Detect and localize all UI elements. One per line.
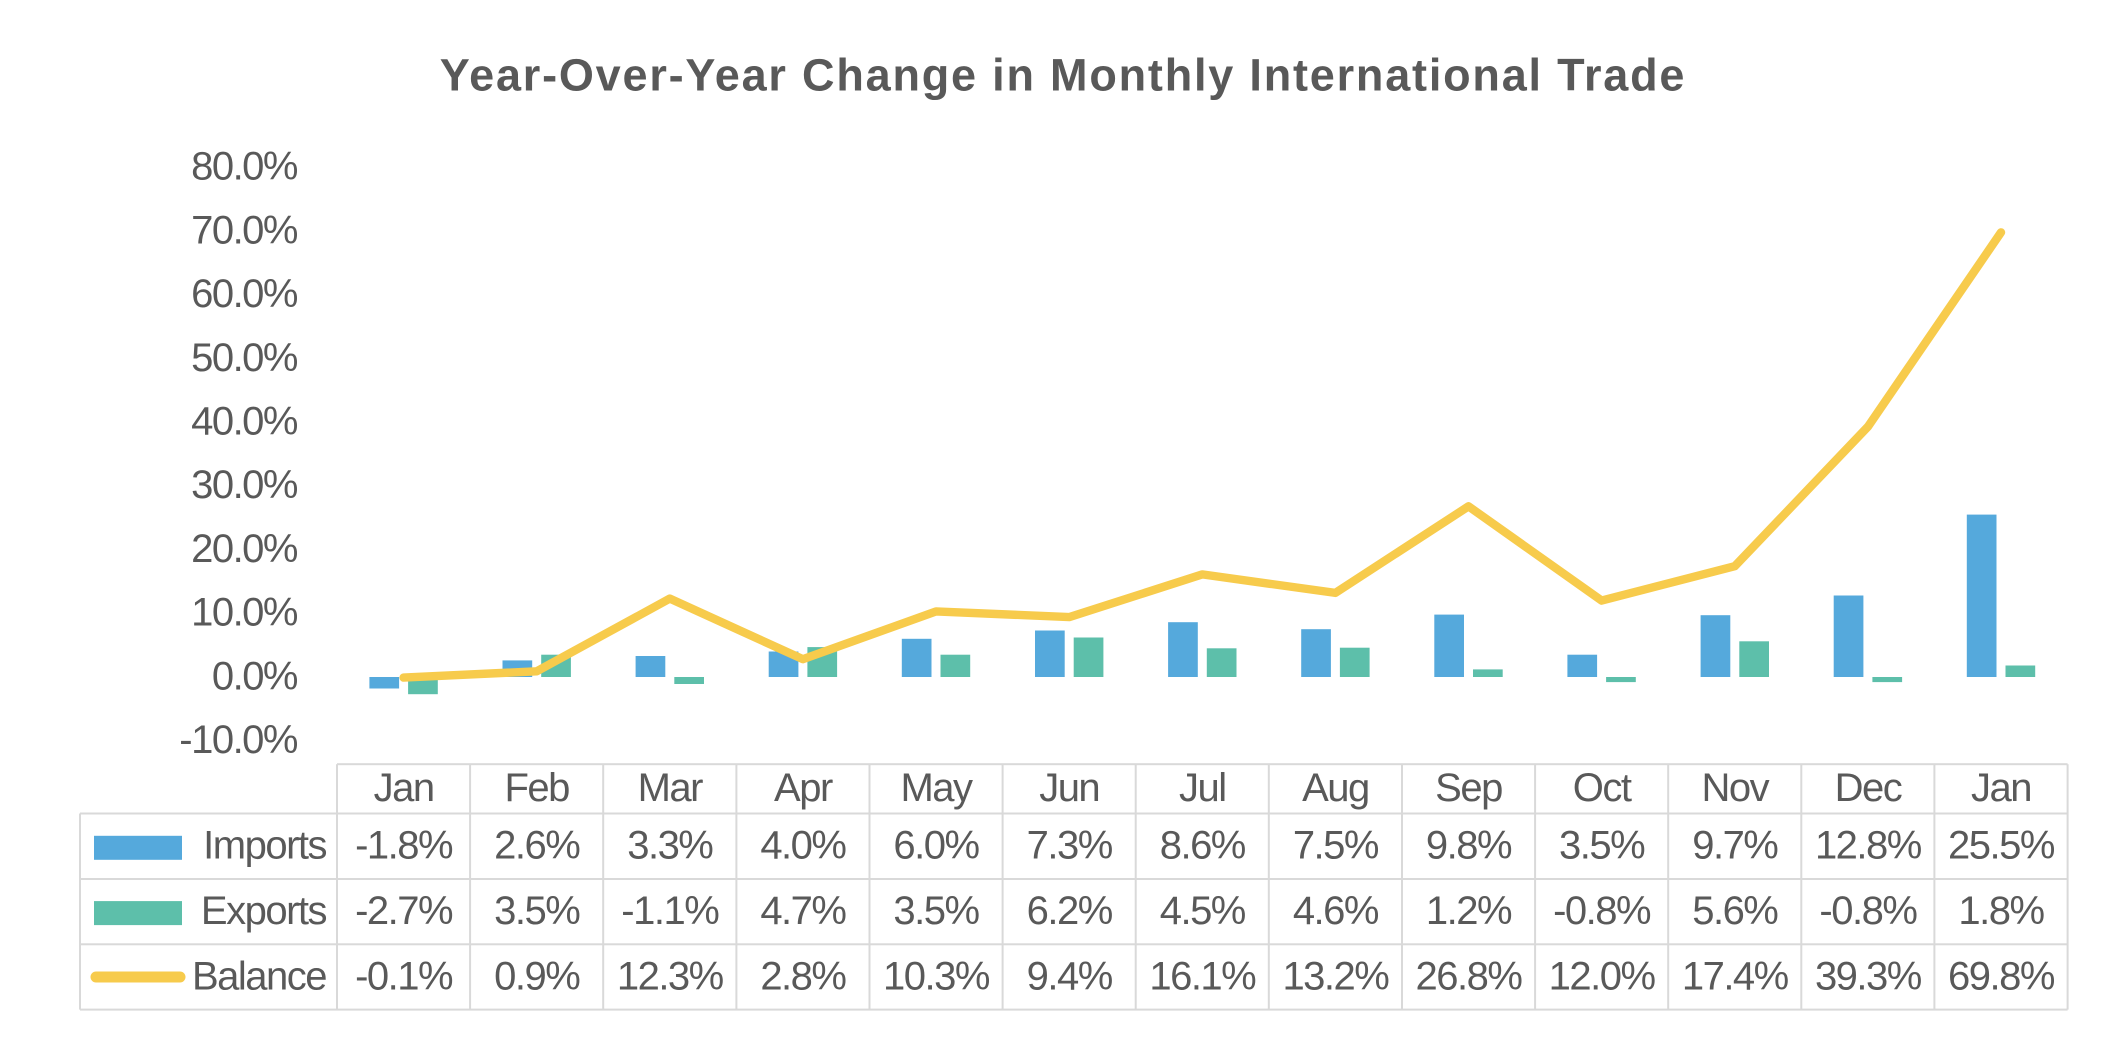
svg-text:-10.0%: -10.0% <box>179 718 298 762</box>
svg-text:39.3%: 39.3% <box>1815 954 1922 998</box>
svg-text:4.0%: 4.0% <box>760 824 846 868</box>
svg-text:Mar: Mar <box>638 766 704 810</box>
svg-text:9.8%: 9.8% <box>1426 824 1512 868</box>
svg-text:-1.8%: -1.8% <box>355 824 453 868</box>
svg-text:10.3%: 10.3% <box>883 954 990 998</box>
svg-text:1.8%: 1.8% <box>1958 889 2044 933</box>
svg-text:16.1%: 16.1% <box>1149 954 1256 998</box>
svg-text:Dec: Dec <box>1835 766 1902 810</box>
svg-text:Jun: Jun <box>1039 766 1099 810</box>
svg-text:80.0%: 80.0% <box>191 145 298 189</box>
svg-text:9.7%: 9.7% <box>1692 824 1778 868</box>
svg-text:12.8%: 12.8% <box>1815 824 1922 868</box>
svg-text:13.2%: 13.2% <box>1282 954 1389 998</box>
svg-text:40.0%: 40.0% <box>191 400 298 444</box>
svg-text:-2.7%: -2.7% <box>355 889 453 933</box>
svg-text:4.7%: 4.7% <box>760 889 846 933</box>
svg-text:26.8%: 26.8% <box>1416 954 1523 998</box>
svg-text:0.9%: 0.9% <box>494 954 580 998</box>
svg-text:9.4%: 9.4% <box>1027 954 1113 998</box>
svg-text:-0.8%: -0.8% <box>1819 889 1917 933</box>
svg-text:12.3%: 12.3% <box>617 954 724 998</box>
svg-text:3.5%: 3.5% <box>494 889 580 933</box>
svg-text:0.0%: 0.0% <box>212 654 298 698</box>
svg-text:4.6%: 4.6% <box>1293 889 1379 933</box>
svg-text:Aug: Aug <box>1302 766 1369 810</box>
svg-text:10.0%: 10.0% <box>191 591 298 635</box>
svg-text:60.0%: 60.0% <box>191 272 298 316</box>
svg-text:30.0%: 30.0% <box>191 463 298 507</box>
svg-text:20.0%: 20.0% <box>191 527 298 571</box>
svg-text:-1.1%: -1.1% <box>621 889 719 933</box>
svg-text:6.2%: 6.2% <box>1027 889 1113 933</box>
svg-text:Oct: Oct <box>1573 766 1632 810</box>
svg-text:Sep: Sep <box>1435 766 1502 810</box>
svg-text:Imports: Imports <box>203 824 326 868</box>
svg-text:6.0%: 6.0% <box>893 824 979 868</box>
svg-text:12.0%: 12.0% <box>1549 954 1656 998</box>
svg-text:Year-Over-Year Change in Month: Year-Over-Year Change in Monthly Interna… <box>440 50 1686 101</box>
svg-text:3.5%: 3.5% <box>1559 824 1645 868</box>
svg-text:69.8%: 69.8% <box>1948 954 2055 998</box>
svg-text:2.6%: 2.6% <box>494 824 580 868</box>
svg-text:Nov: Nov <box>1701 766 1769 810</box>
svg-text:Exports: Exports <box>201 889 327 933</box>
svg-text:4.5%: 4.5% <box>1160 889 1246 933</box>
svg-text:Jan: Jan <box>374 766 434 810</box>
svg-text:Feb: Feb <box>504 766 569 810</box>
svg-text:Jul: Jul <box>1179 766 1226 810</box>
svg-text:50.0%: 50.0% <box>191 336 298 380</box>
svg-text:3.5%: 3.5% <box>893 889 979 933</box>
svg-text:3.3%: 3.3% <box>627 824 713 868</box>
svg-text:7.3%: 7.3% <box>1027 824 1113 868</box>
svg-text:Apr: Apr <box>774 766 833 810</box>
svg-text:May: May <box>900 766 973 810</box>
svg-text:Jan: Jan <box>1971 766 2031 810</box>
svg-text:5.6%: 5.6% <box>1692 889 1778 933</box>
svg-text:8.6%: 8.6% <box>1160 824 1246 868</box>
svg-text:Balance: Balance <box>192 954 326 998</box>
svg-text:2.8%: 2.8% <box>760 954 846 998</box>
svg-text:17.4%: 17.4% <box>1682 954 1789 998</box>
svg-text:70.0%: 70.0% <box>191 208 298 252</box>
svg-text:1.2%: 1.2% <box>1426 889 1512 933</box>
svg-text:25.5%: 25.5% <box>1948 824 2055 868</box>
svg-text:-0.1%: -0.1% <box>355 954 453 998</box>
svg-text:-0.8%: -0.8% <box>1553 889 1651 933</box>
svg-text:7.5%: 7.5% <box>1293 824 1379 868</box>
